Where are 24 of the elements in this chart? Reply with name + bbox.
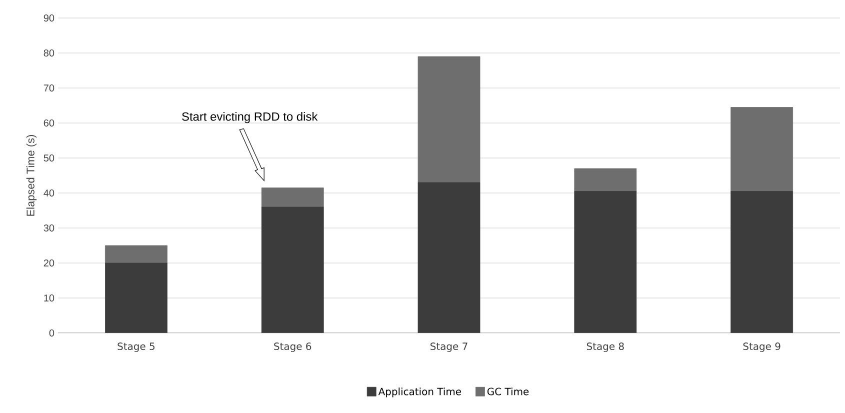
legend-label: GC Time — [487, 388, 529, 396]
y-tick-label: 30 — [44, 224, 54, 232]
legend-label: Application Time — [378, 388, 462, 398]
annotation: Start evicting RDD to disk — [182, 112, 318, 124]
bar — [418, 56, 480, 183]
y-tick-label: 20 — [44, 259, 54, 267]
y-tick-label: 90 — [44, 14, 54, 22]
y-tick-label: 50 — [44, 154, 54, 162]
y-tick-label: 60 — [44, 119, 54, 127]
y-axis-title: Elapsed Time (s) — [26, 134, 37, 216]
bar — [574, 168, 637, 192]
x-tick-label: Stage 9 — [743, 342, 780, 352]
y-tick-label: 80 — [44, 49, 54, 57]
x-tick-label: Stage 8 — [586, 342, 624, 352]
y-tick-label: 70 — [44, 84, 54, 92]
x-tick-label: Stage 7 — [430, 342, 468, 352]
y-tick-label: 40 — [44, 189, 54, 197]
bar — [730, 107, 794, 192]
x-tick-label: Stage 5 — [118, 342, 154, 352]
x-tick-label: Stage 6 — [274, 342, 312, 352]
y-tick-label: 10 — [44, 294, 54, 302]
bar — [105, 245, 168, 264]
bar — [261, 188, 324, 208]
y-tick-label: 0 — [49, 329, 54, 337]
